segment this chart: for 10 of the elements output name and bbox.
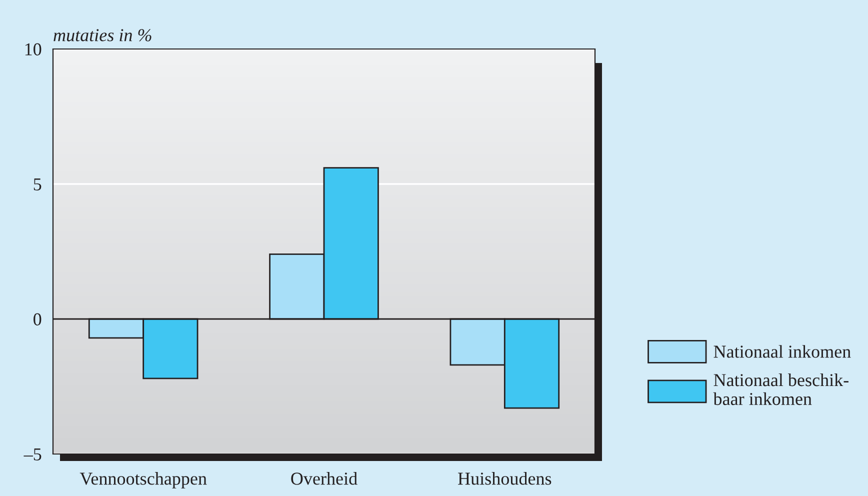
y-tick-label: –5 <box>24 448 42 460</box>
x-tick-label: Overheid <box>291 472 358 485</box>
y-tick-label: 0 <box>34 313 42 326</box>
x-tick-label: Huishoudens <box>458 472 552 485</box>
legend-label: Nationaal inkomen <box>714 345 851 358</box>
x-tick-label: Vennootschappen <box>80 472 207 488</box>
y-tick-label: 5 <box>34 178 42 190</box>
legend-label: Nationaal beschik- baar inkomen <box>713 373 848 406</box>
y-tick-label: 10 <box>25 43 42 56</box>
y-axis-title: mutaties in % <box>54 29 152 42</box>
